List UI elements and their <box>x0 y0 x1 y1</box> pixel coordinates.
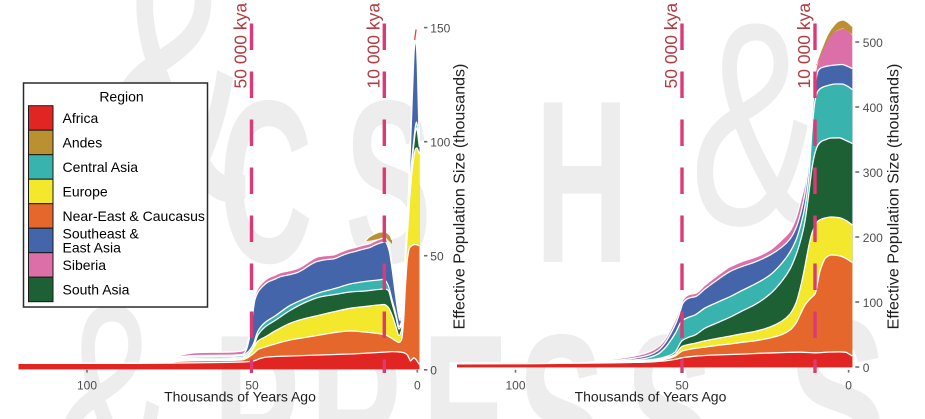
svg-text:300: 300 <box>863 166 883 180</box>
svg-text:0: 0 <box>430 364 437 378</box>
svg-text:400: 400 <box>863 101 883 115</box>
svg-text:0: 0 <box>863 361 870 375</box>
svg-text:Andes: Andes <box>63 135 103 151</box>
svg-text:H: H <box>535 52 629 311</box>
svg-text:Africa: Africa <box>63 110 99 126</box>
svg-text:Siberia: Siberia <box>63 257 107 273</box>
svg-text:Southeast &: Southeast & <box>63 226 140 242</box>
svg-text:100: 100 <box>863 296 883 310</box>
svg-text:Europe: Europe <box>63 183 108 199</box>
svg-text:50 000 kya: 50 000 kya <box>661 3 681 89</box>
svg-text:Effective Population Size (tho: Effective Population Size (thousands) <box>452 64 469 330</box>
svg-text:E: E <box>422 286 509 419</box>
svg-text:South Asia: South Asia <box>63 281 130 297</box>
svg-text:150: 150 <box>430 22 450 36</box>
svg-text:Effective Population Size (tho: Effective Population Size (thousands) <box>886 64 903 330</box>
svg-text:200: 200 <box>863 231 883 245</box>
svg-text:Near-East & Caucasus: Near-East & Caucasus <box>63 208 205 224</box>
svg-text:500: 500 <box>863 36 883 50</box>
svg-text:Thousands of Years Ago: Thousands of Years Ago <box>575 389 727 405</box>
svg-text:100: 100 <box>430 136 450 150</box>
svg-text:0: 0 <box>414 378 421 392</box>
svg-text:10 000 kya: 10 000 kya <box>794 3 814 89</box>
svg-text:100: 100 <box>505 378 525 392</box>
svg-text:100: 100 <box>77 378 97 392</box>
svg-text:50: 50 <box>430 250 444 264</box>
svg-text:S: S <box>518 286 605 419</box>
svg-text:10 000 kya: 10 000 kya <box>364 3 384 89</box>
svg-text:Region: Region <box>99 88 143 104</box>
svg-text:50: 50 <box>675 378 689 392</box>
svg-text:East Asia: East Asia <box>63 239 122 255</box>
svg-text:0: 0 <box>845 378 852 392</box>
svg-text:Central Asia: Central Asia <box>63 159 139 175</box>
svg-text:50: 50 <box>245 378 259 392</box>
svg-text:50 000 kya: 50 000 kya <box>231 3 251 89</box>
svg-text:Thousands of Years Ago: Thousands of Years Ago <box>164 389 316 405</box>
